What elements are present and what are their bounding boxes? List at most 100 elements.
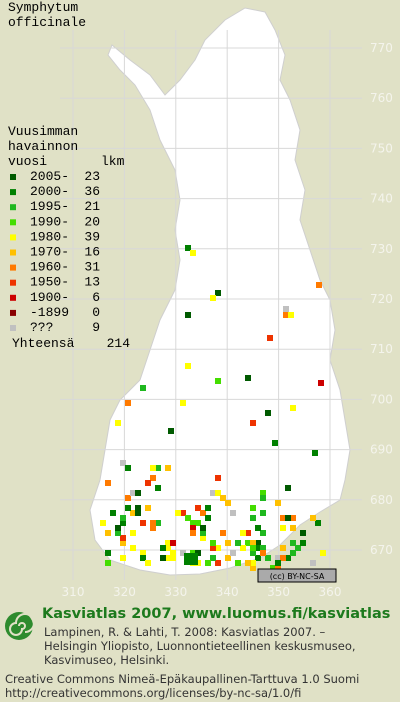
observation-square (150, 520, 156, 526)
observation-square (280, 525, 286, 531)
observation-square (270, 565, 276, 571)
observation-square (165, 545, 171, 551)
title: officinale (8, 15, 86, 30)
y-grid-label: 710 (370, 342, 393, 356)
observation-square (184, 553, 198, 565)
observation-square (290, 405, 296, 411)
citation: Lampinen, R. & Lahti, T. 2008: Kasviatla… (44, 625, 326, 639)
observation-square (120, 535, 126, 541)
observation-square (280, 555, 286, 561)
observation-square (250, 545, 256, 551)
x-grid-label: 340 (216, 585, 239, 599)
observation-square (260, 530, 266, 536)
observation-square (250, 420, 256, 426)
legend-swatch (10, 204, 16, 211)
legend-label: 1960- (30, 260, 69, 275)
observation-square (295, 545, 301, 551)
observation-square (250, 540, 256, 546)
legend-header: vuosi (8, 154, 47, 169)
legend-label: 1995- (30, 199, 69, 214)
observation-square (105, 530, 111, 536)
observation-square (130, 510, 136, 516)
observation-square (105, 550, 111, 556)
observation-square (130, 545, 136, 551)
observation-square (105, 560, 111, 566)
observation-square (300, 530, 306, 536)
observation-square (220, 495, 226, 501)
observation-square (250, 505, 256, 511)
observation-square (220, 530, 226, 536)
legend-swatch (10, 264, 16, 271)
y-grid-label: 680 (370, 493, 393, 507)
y-grid-label: 670 (370, 543, 393, 557)
observation-square (155, 465, 161, 471)
observation-square (140, 520, 146, 526)
observation-square (115, 525, 121, 531)
observation-square (120, 460, 126, 466)
legend: 2005- 23 2000- 36 1995- 21 1990- 20 1980- 39 1970-… (10, 169, 100, 335)
observation-square (215, 475, 221, 481)
observation-square (155, 520, 161, 526)
observation-square (125, 495, 131, 501)
observation-square (215, 545, 221, 551)
observation-square (235, 540, 241, 546)
observation-square (275, 565, 281, 571)
observation-square (250, 560, 256, 566)
observation-square (215, 490, 221, 496)
observation-square (168, 428, 174, 434)
observation-square (120, 555, 126, 561)
legend-count: 0 (92, 305, 100, 320)
observation-square (225, 500, 231, 506)
observation-square (225, 555, 231, 561)
observation-square (215, 378, 221, 384)
x-grid-label: 320 (113, 585, 136, 599)
observation-square (160, 545, 166, 551)
observation-square (145, 505, 151, 511)
y-grid-label: 760 (370, 91, 393, 105)
observation-square (265, 410, 271, 416)
observation-square (200, 530, 206, 536)
citation: Kasvimuseo, Helsinki. (44, 653, 169, 667)
observation-square (120, 520, 126, 526)
observation-square (170, 550, 176, 556)
observation-square (290, 550, 296, 556)
license-badge: (cc) BY-NC-SA (257, 568, 337, 583)
observation-square (205, 505, 211, 511)
legend-label: ??? (30, 320, 53, 335)
observation-square (285, 515, 291, 521)
observation-square (120, 515, 126, 521)
logo (5, 612, 35, 640)
legend-label: 1990- (30, 214, 69, 229)
observation-square (145, 560, 151, 566)
legend-swatch (10, 249, 16, 256)
observation-square (135, 510, 141, 516)
observation-square (135, 505, 141, 511)
observation-square (260, 550, 266, 556)
observation-square (283, 306, 289, 312)
observation-square (255, 555, 261, 561)
observation-square (130, 530, 136, 536)
observation-square (165, 555, 171, 561)
observation-square (250, 565, 256, 571)
observation-square (190, 250, 196, 256)
footer-heading: Kasviatlas 2007, www.luomus.fi/kasviatla… (42, 606, 390, 622)
observation-square (283, 312, 289, 318)
legend-header: havainnon (8, 139, 78, 154)
observation-square (190, 525, 196, 531)
observation-square (160, 555, 166, 561)
license: http://creativecommons.org/licenses/by-n… (5, 686, 301, 700)
y-grid-label: 750 (370, 141, 393, 155)
observation-square (288, 312, 294, 318)
observation-square (200, 535, 206, 541)
legend-label: 2000- (30, 184, 69, 199)
observation-square (120, 540, 126, 546)
observation-square (150, 525, 156, 531)
observation-square (320, 550, 326, 556)
legend-count: 23 (84, 169, 100, 184)
observation-square (272, 440, 278, 446)
observation-square (310, 560, 316, 566)
observation-square (185, 363, 191, 369)
legend-label: 1970- (30, 245, 69, 260)
observation-square (175, 510, 181, 516)
